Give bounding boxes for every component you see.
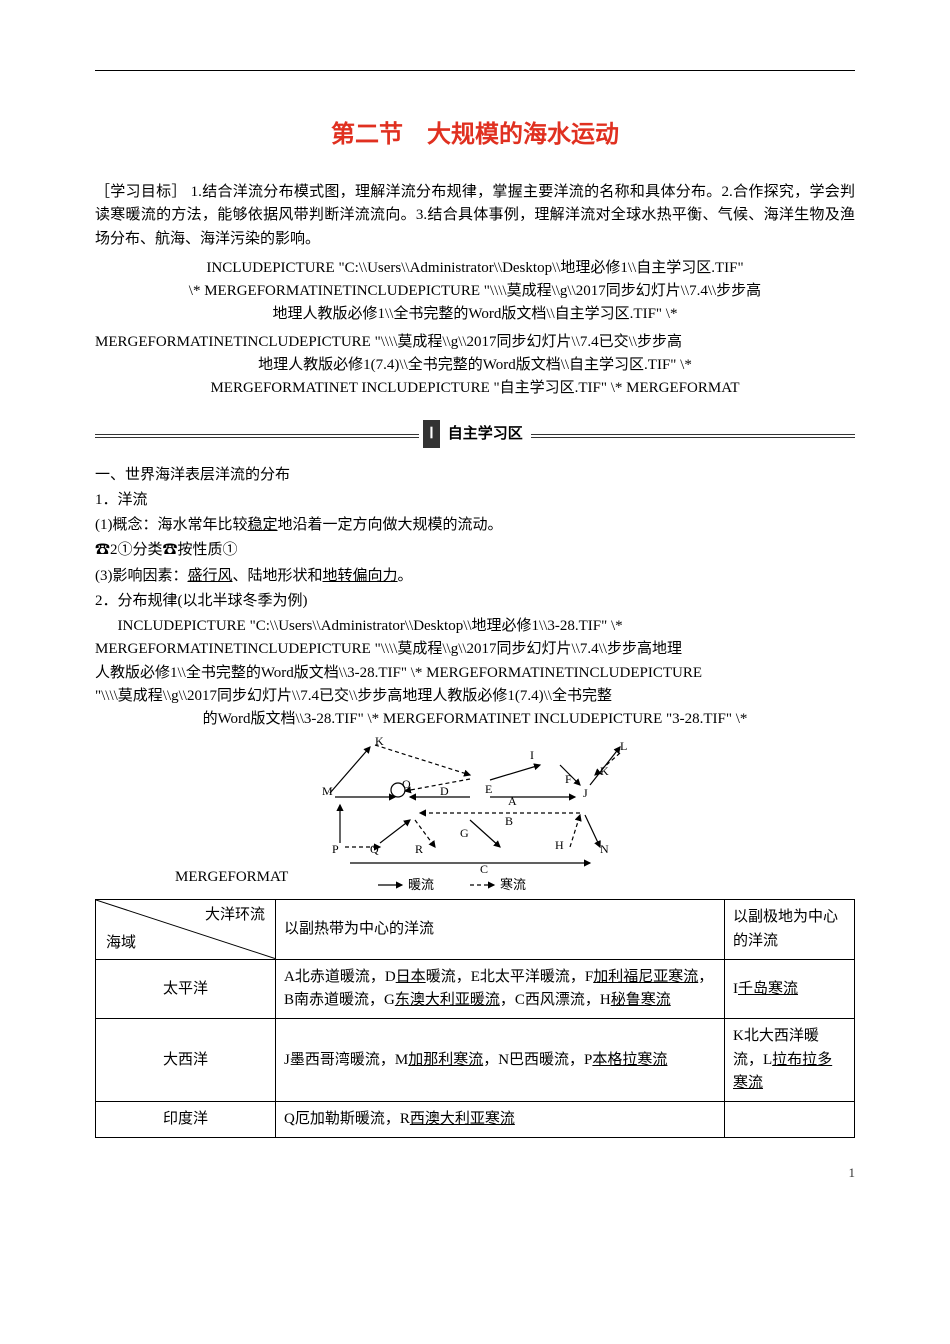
svg-text:C: C [480, 862, 488, 876]
page-number: 1 [95, 1163, 855, 1183]
svg-text:K: K [600, 764, 609, 778]
code-line: MERGEFORMATINETINCLUDEPICTURE "\\\\莫成程\\… [95, 638, 855, 661]
hdr-bot-text: 海域 [106, 932, 136, 955]
svg-text:N: N [600, 842, 609, 856]
svg-text:G: G [460, 826, 469, 840]
top-rule [95, 70, 855, 71]
table-cell [725, 1102, 855, 1138]
code-line: 人教版必修1\\全书完整的Word版文档\\3-28.TIF" \* MERGE… [95, 662, 855, 685]
underline-text: 加利福尼亚寒流 [593, 969, 698, 985]
field-code-block-1b: 地理人教版必修1(7.4)\\全书完整的Word版文档\\自主学习区.TIF" … [95, 354, 855, 401]
text: 。 [398, 568, 413, 584]
svg-text:D: D [440, 784, 449, 798]
table-cell: Q厄加勒斯暖流，R西澳大利亚寒流 [276, 1102, 725, 1138]
ocean-current-diagram: K I L K M O D E F J A P Q R G B H N C 暖流… [320, 735, 630, 895]
doc-title: 第二节 大规模的海水运动 [95, 116, 855, 153]
underline-text: 千岛寒流 [738, 981, 798, 997]
underline-text: 秘鲁寒流 [611, 992, 671, 1008]
code-line: 地理人教版必修1(7.4)\\全书完整的Word版文档\\自主学习区.TIF" … [95, 354, 855, 377]
table-cell: I千岛寒流 [725, 959, 855, 1019]
table-cell: A北赤道暖流，D日本暖流，E北太平洋暖流，F加利福尼亚寒流，B南赤道暖流，G东澳… [276, 959, 725, 1019]
band-roman-box: Ⅰ [423, 420, 439, 447]
para: ☎2①分类☎按性质① [95, 539, 855, 562]
underline-text: 地转偏向力 [323, 568, 398, 584]
table-cell: 印度洋 [96, 1102, 276, 1138]
svg-text:F: F [565, 772, 572, 786]
para: 1．洋流 [95, 489, 855, 512]
text: (1)概念：海水常年比较 [95, 517, 248, 533]
underline-text: 加那利寒流 [408, 1052, 483, 1068]
code-line: \* MERGEFORMATINETINCLUDEPICTURE "\\\\莫成… [95, 280, 855, 303]
band-line-left [95, 434, 419, 435]
text: (3)影响因素： [95, 568, 188, 584]
underline-text: 盛行风 [188, 568, 233, 584]
table-cell: K北大西洋暖流，L拉布拉多寒流 [725, 1019, 855, 1102]
svg-text:I: I [530, 748, 534, 762]
svg-text:A: A [508, 794, 517, 808]
underline-text: 西澳大利亚寒流 [410, 1111, 515, 1127]
code-line: 地理人教版必修1\\全书完整的Word版文档\\自主学习区.TIF" \* [95, 303, 855, 326]
code-line: INCLUDEPICTURE "C:\\Users\\Administrator… [95, 615, 855, 638]
field-code-block-1: INCLUDEPICTURE "C:\\Users\\Administrator… [95, 257, 855, 327]
text: 地沿着一定方向做大规模的流动。 [278, 517, 503, 533]
svg-text:K: K [375, 735, 384, 748]
table-header: 以副极地为中心的洋流 [725, 900, 855, 960]
underline-text: 拉布拉多寒流 [733, 1052, 832, 1091]
svg-text:H: H [555, 838, 564, 852]
code-line: MERGEFORMATINETINCLUDEPICTURE "\\\\莫成程\\… [95, 331, 855, 354]
diagram-wrapper: MERGEFORMAT [95, 735, 855, 895]
para: 2．分布规律(以北半球冬季为例) [95, 590, 855, 613]
band-line-right [531, 434, 855, 435]
underline-text: 稳定 [248, 517, 278, 533]
table-row: 印度洋 Q厄加勒斯暖流，R西澳大利亚寒流 [96, 1102, 855, 1138]
para: (3)影响因素：盛行风、陆地形状和地转偏向力。 [95, 565, 855, 588]
text: 、陆地形状和 [233, 568, 323, 584]
table-row: 大西洋 J墨西哥湾暖流，M加那利寒流，N巴西暖流，P本格拉寒流 K北大西洋暖流，… [96, 1019, 855, 1102]
underline-text: 东澳大利亚暖流 [395, 992, 500, 1008]
table-cell: 太平洋 [96, 959, 276, 1019]
code-line: INCLUDEPICTURE "C:\\Users\\Administrator… [95, 257, 855, 280]
table-cell: 大西洋 [96, 1019, 276, 1102]
code-line: 的Word版文档\\3-28.TIF" \* MERGEFORMATINET I… [95, 708, 855, 731]
legend-cold: 寒流 [500, 877, 526, 892]
svg-text:O: O [402, 777, 411, 791]
svg-text:B: B [505, 814, 513, 828]
svg-text:Q: Q [370, 842, 379, 856]
table-row: 太平洋 A北赤道暖流，D日本暖流，E北太平洋暖流，F加利福尼亚寒流，B南赤道暖流… [96, 959, 855, 1019]
section-heading: 一、世界海洋表层洋流的分布 [95, 464, 855, 487]
svg-text:E: E [485, 782, 492, 796]
para: (1)概念：海水常年比较稳定地沿着一定方向做大规模的流动。 [95, 514, 855, 537]
svg-text:M: M [322, 784, 333, 798]
section-band: Ⅰ 自主学习区 [95, 420, 855, 447]
table-cell: J墨西哥湾暖流，M加那利寒流，N巴西暖流，P本格拉寒流 [276, 1019, 725, 1102]
currents-table: 大洋环流 海域 以副热带为中心的洋流 以副极地为中心的洋流 太平洋 A北赤道暖流… [95, 899, 855, 1138]
svg-text:R: R [415, 842, 423, 856]
underline-text: 本格拉寒流 [592, 1052, 667, 1068]
mergeformat-label: MERGEFORMAT [175, 866, 288, 889]
legend-warm: 暖流 [408, 877, 434, 892]
svg-text:P: P [332, 842, 339, 856]
table-header: 以副热带为中心的洋流 [276, 900, 725, 960]
code-line: MERGEFORMATINET INCLUDEPICTURE "自主学习区.TI… [95, 377, 855, 400]
table-row: 大洋环流 海域 以副热带为中心的洋流 以副极地为中心的洋流 [96, 900, 855, 960]
svg-text:L: L [620, 739, 627, 753]
underline-text: 日本 [396, 969, 426, 985]
code-line: "\\\\莫成程\\g\\2017同步幻灯片\\7.4已交\\步步高地理人教版必… [95, 685, 855, 708]
svg-text:J: J [583, 786, 588, 800]
table-header-diag: 大洋环流 海域 [96, 900, 276, 960]
band-label: 自主学习区 [440, 422, 531, 445]
hdr-top-text: 大洋环流 [205, 904, 265, 927]
learning-objectives: ［学习目标］ 1.结合洋流分布模式图，理解洋流分布规律，掌握主要洋流的名称和具体… [95, 181, 855, 251]
